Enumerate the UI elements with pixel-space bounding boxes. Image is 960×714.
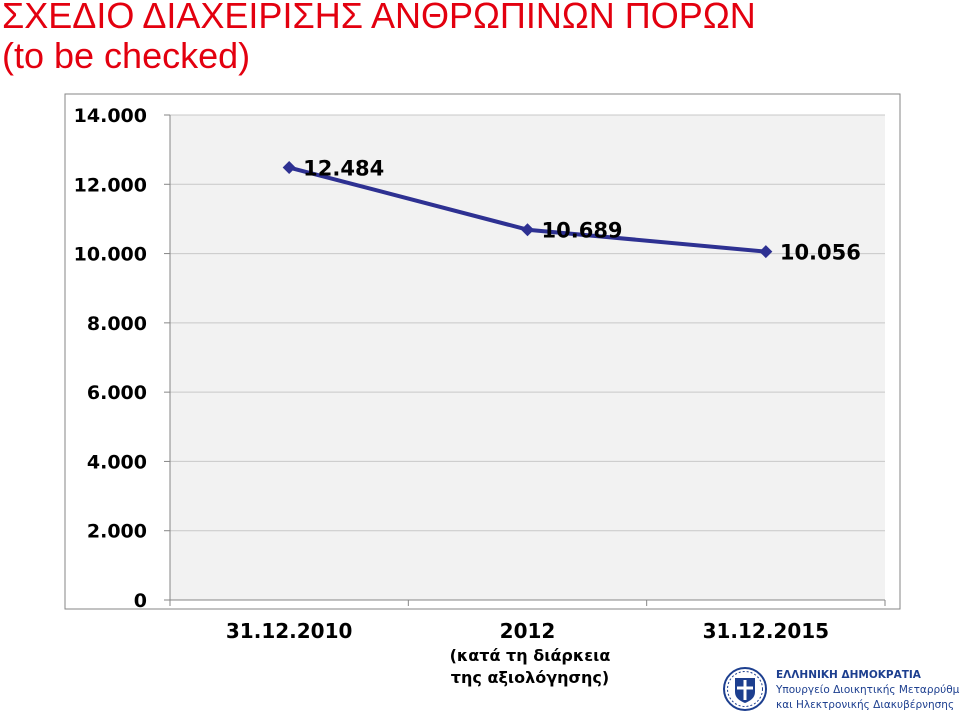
y-tick-label: 14.000 xyxy=(74,105,147,127)
y-tick-label: 0 xyxy=(134,590,147,612)
category-note-line-1: (κατά τη διάρκεια xyxy=(449,646,611,665)
x-tick-label: 31.12.2015 xyxy=(703,619,830,643)
y-tick-label: 8.000 xyxy=(87,313,147,335)
data-label: 10.056 xyxy=(780,241,861,265)
data-point xyxy=(759,245,773,259)
title-line-2: (to be checked) xyxy=(2,35,251,76)
greek-coat-of-arms-icon xyxy=(723,667,767,711)
x-tick-label: 31.12.2010 xyxy=(226,619,353,643)
y-tick-label: 4.000 xyxy=(87,451,147,473)
ministry-line-3: και Ηλεκτρονικής Διακυβέρνησης xyxy=(776,699,955,711)
category-note: (κατά τη διάρκεια της αξιολόγησης) xyxy=(430,645,630,689)
ministry-line-2: Υπουργείο Διοικητικής Μεταρρύθμισης xyxy=(776,684,960,696)
ministry-logo: ΕΛΛΗΝΙΚΗ ΔΗΜΟΚΡΑΤΙΑ Υπουργείο Διοικητική… xyxy=(722,666,960,712)
plot-area xyxy=(170,115,885,600)
data-label: 10.689 xyxy=(542,219,623,243)
data-point xyxy=(282,161,296,175)
page-title: ΣΧΕΔΙΟ ΔΙΑΧΕΙΡΙΣΗΣ ΑΝΘΡΩΠΙΝΩΝ ΠΟΡΩΝ (to … xyxy=(2,0,756,76)
x-tick-label: 2012 xyxy=(500,619,556,643)
title-line-1: ΣΧΕΔΙΟ ΔΙΑΧΕΙΡΙΣΗΣ ΑΝΘΡΩΠΙΝΩΝ ΠΟΡΩΝ xyxy=(2,0,756,36)
y-tick-label: 6.000 xyxy=(87,382,147,404)
category-note-line-2: της αξιολόγησης) xyxy=(450,668,610,687)
y-tick-label: 12.000 xyxy=(74,174,147,196)
data-point xyxy=(521,223,534,237)
ministry-line-1: ΕΛΛΗΝΙΚΗ ΔΗΜΟΚΡΑΤΙΑ xyxy=(776,669,921,681)
y-tick-label: 10.000 xyxy=(74,244,147,266)
data-label: 12.484 xyxy=(303,157,384,181)
y-tick-label: 2.000 xyxy=(87,521,147,543)
